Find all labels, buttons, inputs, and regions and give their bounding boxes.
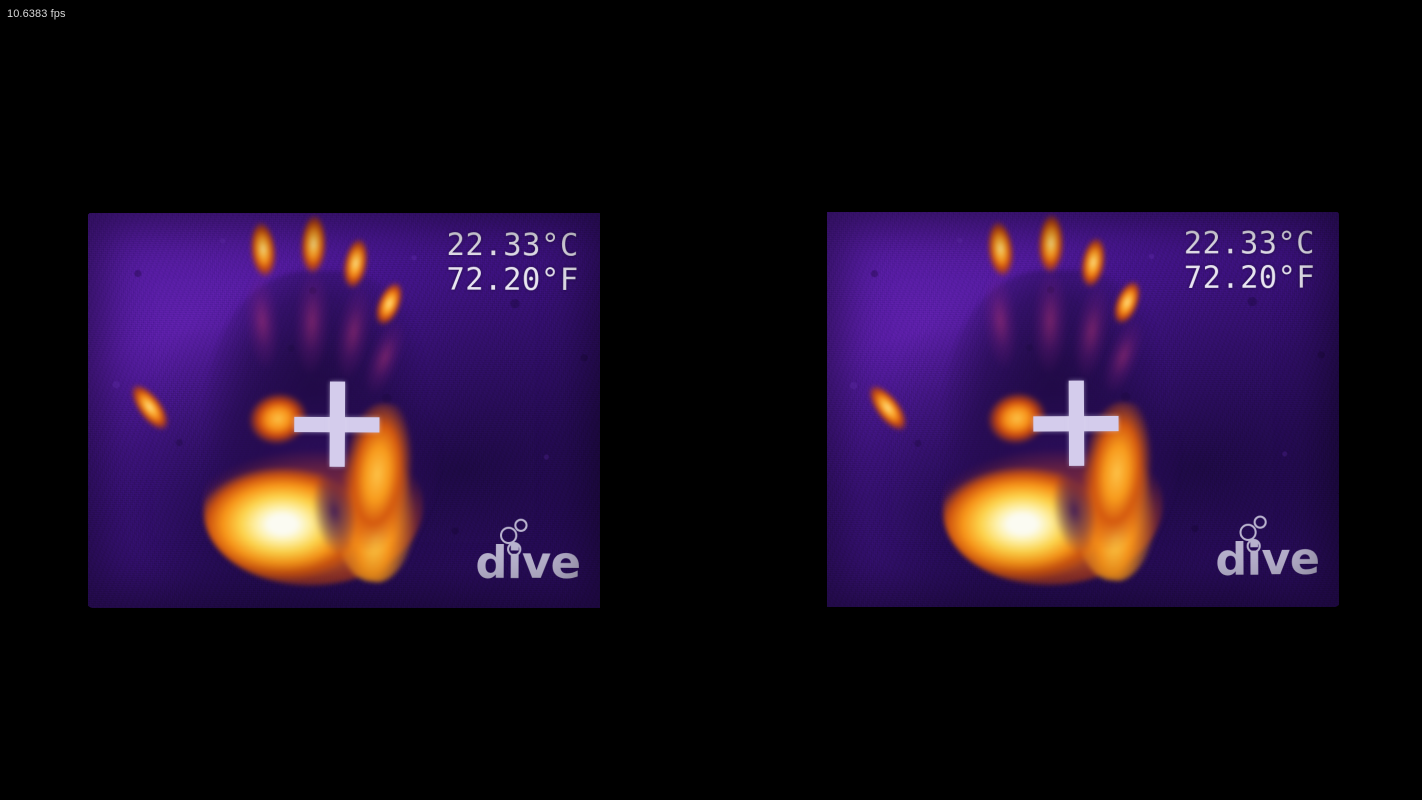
dive-wordmark: dive	[475, 536, 581, 590]
temperature-celsius: 22.33°C	[1183, 225, 1316, 262]
temperature-celsius: 22.33°C	[446, 227, 580, 264]
left-eye-lens-warp-layer: 22.33°C 72.20°F dive	[88, 213, 600, 608]
left-crosshair-reticle[interactable]	[294, 381, 380, 467]
right-temperature-readout: 22.33°C 72.20°F	[1183, 225, 1316, 297]
fingertip-thumb	[862, 379, 919, 444]
right-eye-lens-warp-layer: 22.33°C 72.20°F dive	[827, 212, 1339, 607]
crosshair-vertical-bar	[329, 381, 346, 467]
left-thermal-frame: 22.33°C 72.20°F dive	[88, 213, 600, 608]
crosshair-vertical-bar	[1068, 380, 1085, 466]
temperature-fahrenheit: 72.20°F	[446, 262, 579, 299]
right-eye-thermal-panel[interactable]: 22.33°C 72.20°F dive	[827, 212, 1339, 607]
right-dive-logo: dive	[1215, 513, 1320, 586]
bubble-icon-small	[514, 518, 528, 532]
fingertip-thumb	[125, 379, 181, 443]
bubble-icon-small	[1253, 515, 1267, 529]
right-crosshair-reticle[interactable]	[1033, 380, 1119, 466]
left-temperature-readout: 22.33°C 72.20°F	[446, 227, 580, 299]
temperature-fahrenheit: 72.20°F	[1183, 260, 1316, 297]
right-thermal-frame: 22.33°C 72.20°F dive	[827, 212, 1339, 607]
left-eye-thermal-panel[interactable]: 22.33°C 72.20°F dive	[88, 213, 600, 608]
fps-counter: 10.6383 fps	[7, 8, 66, 20]
left-dive-logo: dive	[475, 516, 581, 590]
dive-wordmark: dive	[1215, 533, 1320, 586]
